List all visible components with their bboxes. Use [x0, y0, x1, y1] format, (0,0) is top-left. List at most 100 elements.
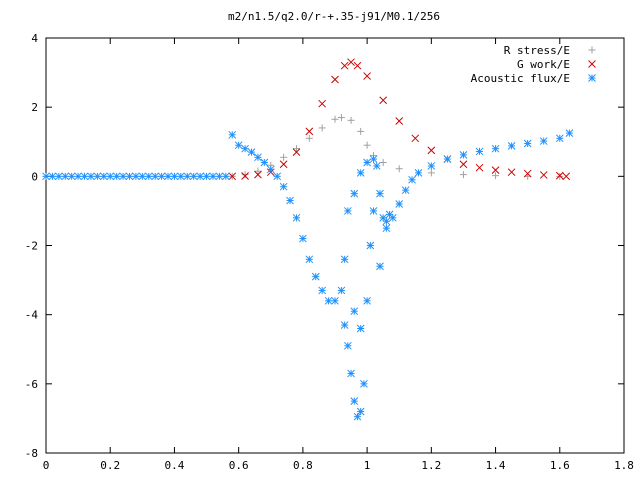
y-tick-label: -4 [25, 309, 39, 322]
data-point [337, 286, 346, 295]
legend-marker [588, 46, 596, 54]
data-point [209, 172, 217, 181]
series-3 [42, 129, 574, 421]
data-point [363, 72, 371, 80]
plot-frame [45, 37, 625, 454]
data-point [221, 172, 230, 181]
legend-label: Acoustic flux/E [471, 72, 570, 85]
legend-marker [588, 60, 596, 68]
data-point [459, 151, 468, 159]
data-point [507, 168, 516, 177]
data-point [507, 142, 516, 150]
x-tick-label: 0 [43, 459, 50, 472]
data-point [376, 262, 384, 271]
data-point [347, 58, 355, 67]
data-point [254, 167, 262, 175]
data-point [360, 379, 368, 388]
legend-marker [588, 74, 596, 82]
data-point [340, 61, 349, 70]
data-point [164, 172, 172, 181]
y-tick-label: -2 [25, 240, 38, 253]
data-point [99, 172, 108, 181]
data-point [318, 124, 326, 132]
data-point [280, 153, 288, 161]
data-point [260, 158, 269, 167]
data-point [266, 165, 275, 174]
data-point [87, 172, 95, 181]
data-point [459, 171, 467, 179]
data-point [93, 172, 102, 181]
data-point [475, 147, 484, 156]
x-tick-label: 0.2 [100, 459, 120, 472]
data-point [427, 146, 436, 155]
data-point [353, 61, 362, 70]
data-point [54, 172, 63, 181]
data-point [67, 172, 76, 181]
data-point [106, 172, 115, 181]
data-point [324, 296, 333, 305]
data-point [555, 134, 564, 143]
x-tick-label: 1.6 [550, 459, 570, 472]
data-point [347, 116, 355, 124]
data-point [366, 241, 375, 250]
data-point [144, 172, 153, 181]
data-point [305, 127, 314, 136]
x-axis: 0 0.2 0.4 0.6 0.8 1 1.2 1.4 1.6 1.8 [43, 38, 634, 472]
data-point [401, 186, 410, 195]
data-point [132, 172, 140, 181]
data-point [350, 307, 359, 316]
data-point [331, 115, 339, 123]
data-point [305, 134, 313, 142]
data-point [350, 397, 359, 405]
data-point [411, 134, 420, 143]
data-point [247, 148, 256, 156]
data-point [279, 160, 288, 169]
data-point [492, 172, 500, 180]
data-point [318, 286, 327, 295]
data-point [363, 158, 371, 167]
y-axis: 4 2 0 -2 -4 -6 -8 [25, 32, 624, 460]
x-tick-label: 1 [364, 459, 371, 472]
y-tick-label: 0 [31, 170, 38, 183]
data-point [74, 172, 82, 181]
data-point [61, 172, 70, 181]
data-point [539, 137, 548, 145]
data-point [523, 169, 532, 178]
data-point [151, 172, 160, 181]
data-point [189, 172, 198, 181]
data-point [340, 255, 349, 264]
data-point [379, 96, 388, 105]
data-point [318, 99, 327, 108]
data-point [395, 117, 404, 125]
data-point [202, 172, 211, 181]
data-point [395, 165, 403, 173]
data-point [42, 172, 50, 181]
data-point [311, 272, 320, 281]
x-tick-label: 1.8 [614, 459, 634, 472]
data-point [356, 169, 365, 177]
data-point [228, 130, 237, 139]
data-point [475, 163, 484, 172]
data-point [177, 172, 185, 181]
data-point [414, 169, 423, 177]
data-point [382, 217, 391, 226]
data-point [254, 170, 262, 179]
data-point [343, 207, 352, 215]
data-point [565, 129, 574, 137]
data-point [234, 141, 243, 150]
data-point [196, 172, 204, 181]
data-point [388, 213, 397, 222]
x-tick-label: 1.2 [421, 459, 441, 472]
data-point [369, 207, 378, 215]
data-point [331, 75, 339, 84]
data-point [443, 155, 452, 163]
data-point [273, 172, 282, 181]
data-point [369, 155, 378, 163]
y-tick-label: -8 [25, 447, 38, 460]
data-point [491, 144, 500, 153]
y-tick-label: 2 [31, 101, 38, 114]
data-point [376, 189, 384, 198]
data-point [356, 407, 365, 416]
x-tick-label: 0.6 [229, 459, 249, 472]
